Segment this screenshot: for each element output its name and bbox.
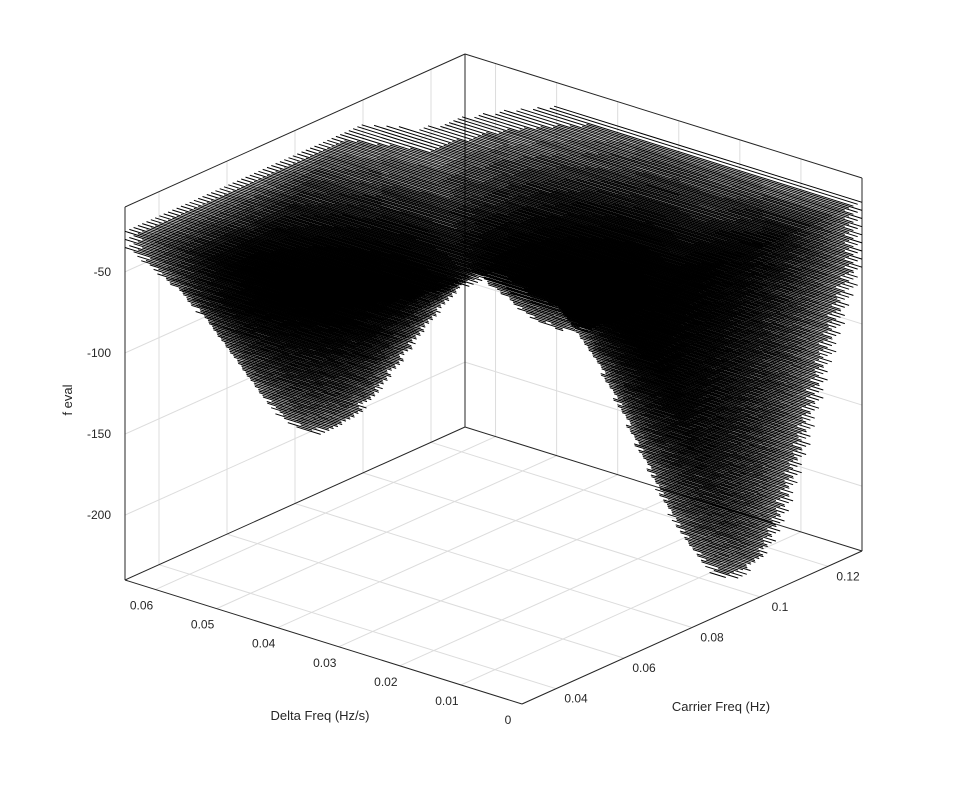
tick-labels: 0.04 0.06 0.08 0.1 0.12 0 0.01 0.02 0.03 0.04 0.05…	[87, 265, 860, 727]
x-tick-label: 0.12	[836, 569, 860, 583]
y-gridline	[155, 436, 496, 590]
x-gridline	[362, 472, 761, 598]
z-tick-label: -150	[87, 427, 111, 441]
y-gridline	[399, 512, 741, 667]
y-tick-label: 0.01	[435, 694, 459, 708]
y-tick-label: 0.05	[191, 618, 215, 632]
y-gridline	[216, 455, 557, 610]
feval-trace	[124, 123, 863, 324]
y-gridline	[277, 474, 618, 629]
feval-trace	[124, 105, 863, 323]
x-gridline	[294, 503, 693, 628]
x-tick-label: 0.1	[772, 600, 789, 614]
y-tick-label: 0.04	[252, 637, 276, 651]
x-gridline	[226, 533, 625, 659]
z-tick-label: -100	[87, 346, 111, 360]
y-tick-label: 0.03	[313, 656, 337, 670]
y-gridline	[338, 493, 679, 648]
x-gridline	[430, 441, 829, 567]
y-axis-label: Delta Freq (Hz/s)	[271, 708, 370, 723]
box-edge	[464, 53, 863, 179]
feval-trace	[709, 564, 748, 579]
y-tick-label: 0	[505, 713, 512, 727]
box-edge	[124, 579, 523, 705]
x-tick-label: 0.06	[632, 661, 656, 675]
x-axis-label: Carrier Freq (Hz)	[672, 699, 770, 714]
y-gridline	[460, 531, 802, 686]
x-gridline	[158, 564, 557, 690]
z-axis-label: f eval	[60, 384, 75, 415]
box-edge	[521, 550, 863, 705]
y-tick-label: 0.06	[130, 599, 154, 613]
x-tick-label: 0.04	[564, 692, 588, 706]
z-gridline	[124, 361, 466, 516]
data-traces	[124, 105, 863, 579]
box-edge	[124, 426, 466, 581]
box-edge	[124, 53, 466, 208]
z-tick-label: -50	[94, 265, 112, 279]
x-tick-label: 0.08	[700, 631, 724, 645]
z-tick-label: -200	[87, 508, 111, 522]
y-tick-label: 0.02	[374, 675, 398, 689]
